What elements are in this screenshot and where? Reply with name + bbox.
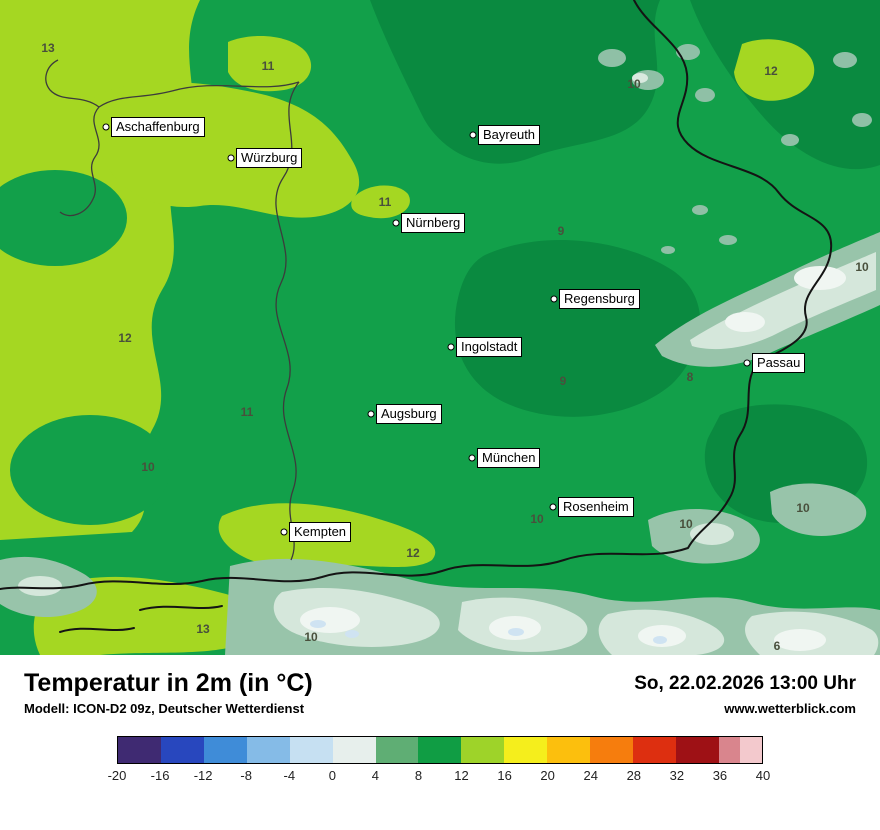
- colorbar-ticks: -20 -16 -12 -8 -4 0 4 8 12 16 20 24 28 32 36 40: [108, 767, 771, 786]
- colorbar-tick: -12: [193, 767, 213, 783]
- colorbar-tick: 8: [414, 767, 423, 783]
- colorbar-segment: [332, 736, 376, 763]
- colorbar-segment: [289, 736, 333, 763]
- colorbar-tick: 0: [328, 767, 336, 783]
- city-dot-icon: [367, 410, 375, 418]
- colorbar-segment: [740, 736, 762, 763]
- temp-value-label: 13: [41, 41, 55, 55]
- temp-value-label: 6: [773, 639, 781, 653]
- temp-value-label: 8: [686, 370, 694, 384]
- city-dot-icon: [447, 343, 455, 351]
- website-label: www.wetterblick.com: [724, 700, 856, 716]
- colorbar-tick: 40: [755, 767, 771, 783]
- colorbar-tick: 36: [712, 767, 728, 783]
- colorbar-segment: [504, 736, 548, 763]
- footer-panel: Temperatur in 2m (in °C) So, 22.02.2026 …: [0, 655, 880, 830]
- city-label: Rosenheim: [558, 497, 634, 517]
- temp-value-label: 12: [406, 546, 420, 560]
- temp-value-label: 9: [559, 374, 567, 388]
- colorbar-segment: [675, 736, 719, 763]
- colorbar-segment: [718, 736, 741, 763]
- model-info: Modell: ICON-D2 09z, Deutscher Wetterdie…: [24, 700, 305, 716]
- city-label: Aschaffenburg: [111, 117, 205, 137]
- colorbar-segment: [160, 736, 204, 763]
- temperature-colorbar: -20 -16 -12 -8 -4 0 4 8 12 16 20 24 28 32 36 40: [108, 735, 771, 786]
- city-label: Augsburg: [376, 404, 442, 424]
- dark-green-regions: [370, 0, 880, 524]
- city-dot-icon: [102, 123, 110, 131]
- temp-value-label: 10: [679, 517, 693, 531]
- city-label: Passau: [752, 353, 806, 373]
- colorbar-segment: [461, 736, 505, 763]
- temp-value-label: 11: [261, 59, 275, 73]
- temp-value-label: 13: [196, 622, 210, 636]
- temp-value-label: 10: [796, 501, 810, 515]
- temp-value-label: 9: [557, 224, 565, 238]
- colorbar-tick: 28: [626, 767, 642, 783]
- temp-value-label: 12: [118, 331, 132, 345]
- temperature-map: 13 11 10 12 11 9 10 12 9 8 11 10 10 10 10 12 13 10 6 Ascha…: [0, 0, 880, 655]
- colorbar-tick: 20: [540, 767, 555, 783]
- city-label: Ingolstadt: [456, 337, 523, 357]
- colorbar-tick: 4: [371, 767, 380, 783]
- colorbar-segment: [203, 736, 247, 763]
- colorbar-segment: [547, 736, 591, 763]
- cold-gray-regions: [0, 44, 880, 655]
- colorbar-segment: [633, 736, 676, 763]
- footer-meta-row: Modell: ICON-D2 09z, Deutscher Wetterdie…: [24, 701, 856, 716]
- colorbar-tick: 24: [583, 767, 598, 783]
- temp-value-label: 10: [855, 260, 869, 274]
- colorbar-tick: 12: [454, 767, 469, 783]
- city-dot-icon: [550, 295, 558, 303]
- city-dot-icon: [280, 528, 288, 536]
- colorbar-cells: [117, 735, 763, 764]
- city-dot-icon: [743, 359, 751, 367]
- colorbar-segment: [418, 736, 462, 763]
- city-label: Bayreuth: [478, 125, 541, 145]
- city-dot-icon: [549, 503, 557, 511]
- colorbar-segment: [246, 736, 290, 763]
- map-title: Temperatur in 2m (in °C): [24, 669, 313, 697]
- colorbar-tick: -4: [283, 767, 296, 783]
- temp-value-label: 10: [530, 512, 544, 526]
- city-dot-icon: [392, 219, 400, 227]
- city-dot-icon: [227, 154, 235, 162]
- temp-value-label: 10: [627, 77, 641, 91]
- city-label: Kempten: [289, 522, 352, 542]
- city-label: München: [477, 448, 541, 468]
- temp-value-label: 11: [240, 405, 254, 419]
- city-dot-icon: [468, 454, 476, 462]
- footer-title-row: Temperatur in 2m (in °C) So, 22.02.2026 …: [24, 669, 856, 698]
- temp-value-label: 10: [304, 630, 318, 644]
- valid-datetime: So, 22.02.2026 13:00 Uhr: [634, 672, 856, 694]
- colorbar-segment: [590, 736, 634, 763]
- city-label: Regensburg: [559, 289, 640, 309]
- colorbar-tick: 16: [497, 767, 512, 783]
- temp-value-label: 12: [764, 64, 778, 78]
- city-dot-icon: [469, 131, 477, 139]
- city-label: Würzburg: [236, 148, 303, 168]
- temp-value-label: 10: [141, 460, 155, 474]
- colorbar-tick: -16: [150, 767, 170, 783]
- temperature-field-svg: [0, 0, 880, 655]
- city-label: Nürnberg: [401, 213, 466, 233]
- colorbar-tick: 32: [669, 767, 685, 783]
- country-borders: [0, 0, 833, 633]
- temp-value-label: 11: [378, 195, 392, 209]
- colorbar-tick: -20: [107, 767, 127, 783]
- colorbar-tick: -8: [240, 767, 252, 783]
- colorbar-segment: [118, 736, 161, 763]
- colorbar-segment: [375, 736, 419, 763]
